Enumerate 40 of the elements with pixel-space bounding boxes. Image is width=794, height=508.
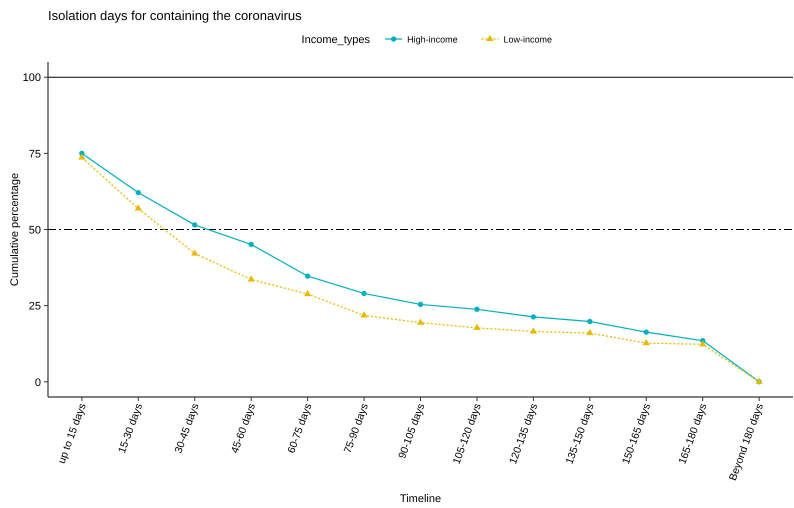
point: [136, 190, 141, 196]
y-tick-label: 50: [28, 224, 41, 236]
point: [248, 242, 254, 248]
point: [360, 311, 368, 318]
legend-label: High-income: [407, 34, 458, 44]
point: [304, 290, 312, 296]
x-tick-label: 30-45 days: [172, 402, 202, 455]
point: [304, 273, 310, 279]
point: [78, 154, 86, 160]
point: [586, 328, 594, 336]
x-tick-label: 45-60 days: [228, 402, 258, 455]
y-tick-label: 0: [34, 376, 41, 389]
x-tick-label: 60-75 days: [285, 402, 314, 455]
x-axis-title: Timeline: [400, 493, 442, 505]
x-tick-label: 15-30 days: [116, 402, 146, 455]
point: [473, 324, 481, 330]
y-tick-label: 25: [28, 300, 41, 313]
y-axis-title: Cumulative percentage: [9, 172, 21, 286]
x-tick-label: up to 15 days: [56, 402, 89, 466]
legend-title: Income_types: [302, 34, 371, 46]
point: [587, 318, 592, 324]
point: [418, 302, 424, 308]
point: [248, 275, 255, 282]
point: [416, 318, 424, 325]
point: [642, 338, 650, 346]
x-tick-label: 90-105 days: [396, 402, 428, 460]
chart-title: Isolation days for containing the coronavirus: [48, 8, 302, 23]
point: [530, 314, 536, 320]
point: [134, 204, 142, 211]
point: [191, 249, 198, 256]
y-tick-label: 75: [28, 148, 41, 160]
point: [192, 222, 198, 228]
y-tick-label: 100: [22, 72, 41, 84]
legend-label: Low-income: [503, 34, 552, 44]
point: [361, 290, 367, 296]
point: [699, 340, 706, 346]
point: [530, 327, 537, 334]
point: [644, 329, 649, 335]
x-tick-label: 75-90 days: [342, 402, 371, 455]
point: [474, 306, 480, 312]
